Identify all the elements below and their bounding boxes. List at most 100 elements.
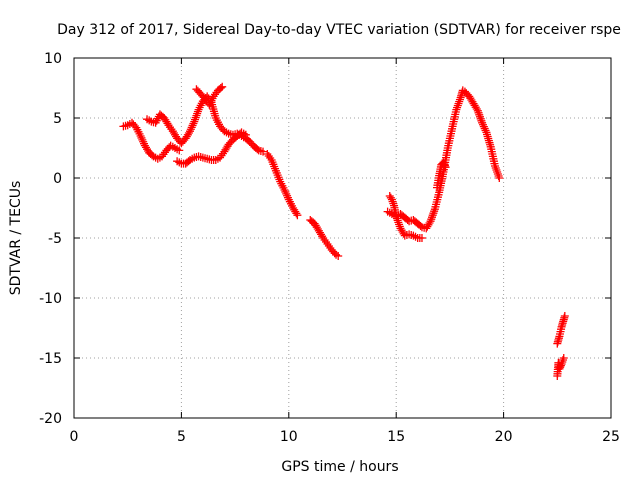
grid-lines [74, 58, 611, 418]
data-point [395, 220, 404, 229]
data-point [394, 218, 403, 227]
data-point [191, 115, 200, 124]
data-point [478, 118, 487, 127]
data-point [190, 117, 199, 126]
data-point [492, 166, 501, 174]
data-point [218, 82, 227, 91]
data-point [222, 144, 231, 152]
data-point [441, 163, 450, 172]
data-point [188, 121, 197, 130]
data-points [119, 82, 569, 380]
x-tick-label: 10 [280, 429, 298, 445]
data-point [387, 195, 396, 204]
data-point [559, 354, 568, 362]
data-point [416, 222, 425, 230]
x-tick-label: 25 [602, 429, 620, 445]
y-tick-label: -10 [39, 291, 62, 307]
data-point [474, 108, 483, 117]
data-point [334, 252, 343, 260]
data-point [428, 211, 437, 220]
data-point [455, 97, 464, 106]
data-point [388, 197, 397, 206]
data-point [491, 164, 500, 172]
series-seg8 [383, 86, 504, 233]
series-seg11 [553, 354, 568, 380]
data-point [191, 113, 200, 122]
data-point [292, 209, 301, 218]
data-point [138, 135, 147, 144]
x-tick-label: 20 [495, 429, 513, 445]
chart-title: Day 312 of 2017, Sidereal Day-to-day VTE… [57, 22, 621, 38]
data-point [185, 127, 194, 136]
axis-ticks: 0 5 10 15 20 25 -20 -15 -10 -5 0 5 10 [39, 51, 620, 445]
data-point [170, 130, 179, 139]
data-point [253, 145, 262, 154]
data-point [386, 193, 395, 202]
data-point [193, 109, 202, 118]
y-tick-label: -5 [48, 231, 62, 247]
data-point [281, 187, 290, 196]
series-seg6 [306, 216, 343, 260]
series-seg4 [192, 82, 227, 109]
data-point [491, 162, 500, 170]
x-axis-label: GPS time / hours [281, 459, 398, 475]
data-point [480, 124, 489, 133]
data-point [282, 189, 291, 198]
data-point [162, 117, 171, 126]
data-point [558, 358, 567, 366]
data-point [559, 356, 568, 364]
data-point [428, 213, 436, 222]
data-point [427, 215, 436, 224]
data-point [189, 119, 198, 128]
data-point [137, 133, 146, 142]
data-point [440, 161, 449, 170]
data-point [477, 116, 486, 125]
series-seg1 [119, 118, 184, 163]
y-tick-label: 0 [53, 171, 62, 187]
data-point [493, 168, 502, 176]
data-point [175, 146, 184, 155]
data-point [495, 174, 504, 182]
data-point [241, 130, 250, 139]
y-tick-label: -15 [39, 351, 62, 367]
series-seg3 [173, 128, 250, 168]
data-point [140, 139, 149, 148]
data-point [283, 191, 292, 200]
data-point [186, 125, 195, 134]
data-point [560, 312, 569, 320]
data-point [283, 193, 292, 202]
data-point [430, 207, 439, 216]
data-point [293, 211, 302, 220]
data-point [476, 114, 485, 123]
data-point [193, 107, 202, 116]
data-point [425, 219, 434, 227]
data-point [395, 222, 404, 231]
data-point [481, 126, 490, 135]
data-point [453, 101, 462, 110]
x-tick-label: 5 [177, 429, 186, 445]
data-point [192, 111, 201, 120]
data-point [187, 123, 196, 132]
data-point [393, 216, 402, 225]
series-seg9 [433, 158, 450, 192]
data-point [429, 209, 438, 218]
data-point [426, 217, 435, 226]
data-point [175, 158, 184, 167]
data-point [417, 234, 426, 242]
data-point [453, 103, 462, 112]
data-point [478, 120, 487, 129]
data-point [556, 361, 565, 370]
data-point [259, 147, 268, 156]
data-point [216, 84, 225, 92]
data-point [266, 154, 275, 162]
data-point [184, 129, 193, 137]
data-point [454, 99, 463, 108]
x-tick-label: 15 [387, 429, 405, 445]
data-point [389, 199, 398, 208]
data-point [136, 132, 145, 140]
data-point [472, 105, 481, 113]
data-point [493, 170, 502, 178]
x-tick-label: 0 [70, 429, 79, 445]
data-point [557, 360, 566, 368]
